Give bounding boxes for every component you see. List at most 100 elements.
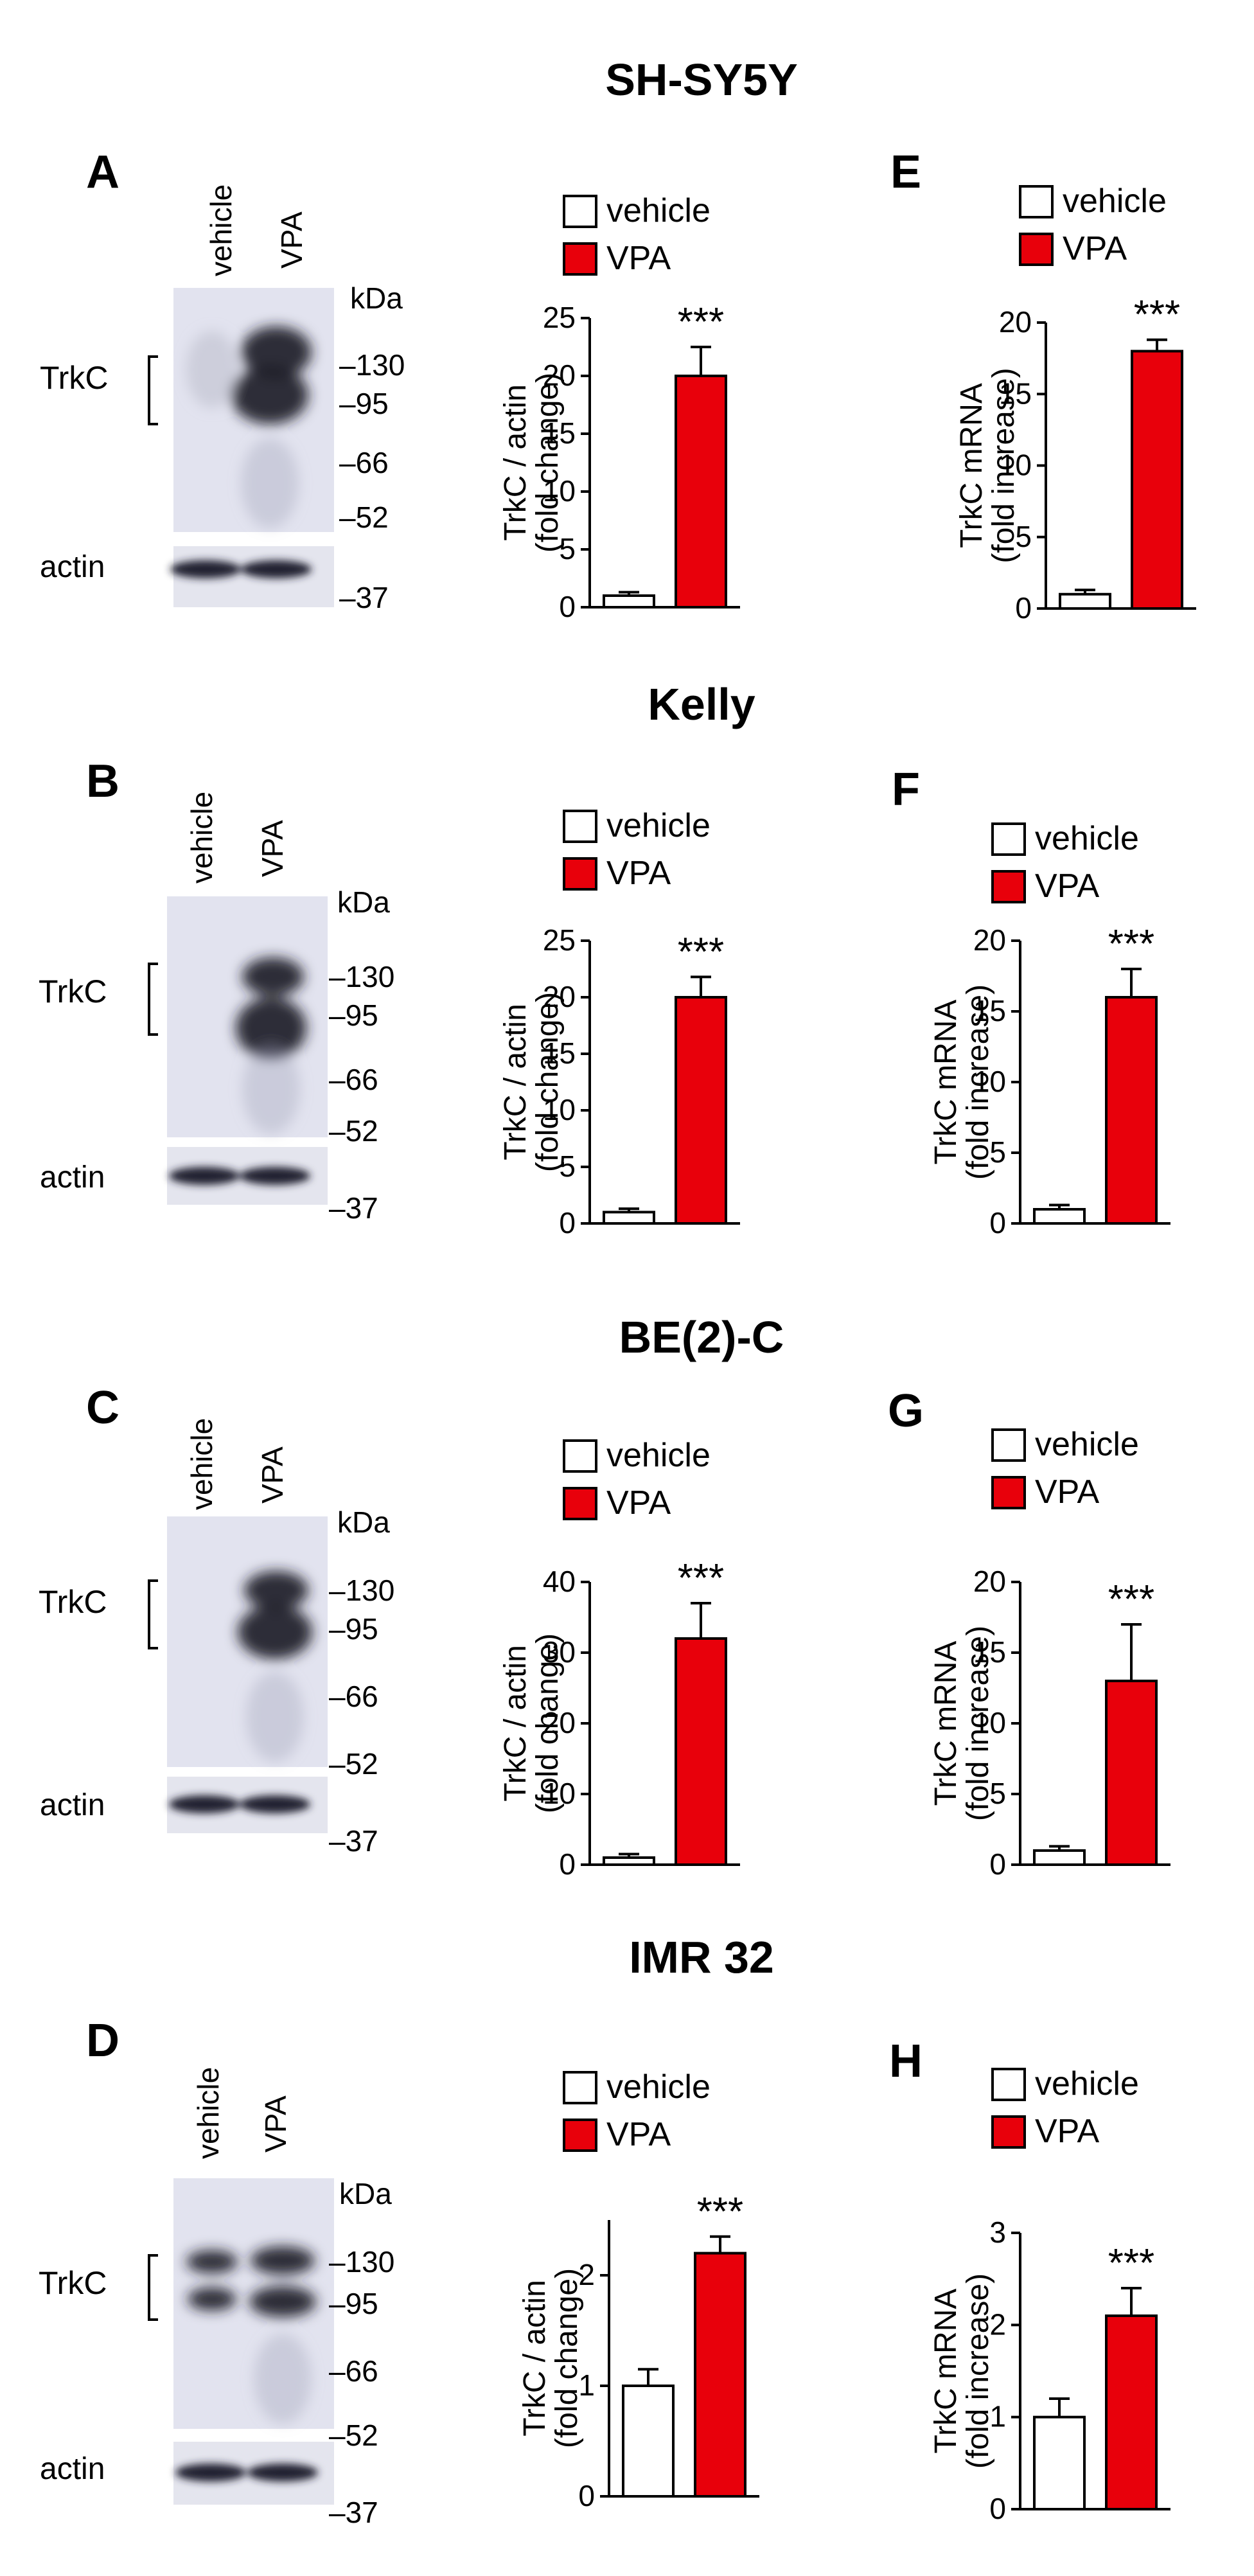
panel-letter: C [86,1382,119,1434]
mw-marker: –52 [339,501,389,534]
legend-label-vpa: VPA [1035,2113,1100,2150]
actin-bands [169,1795,310,1813]
mw-marker: –52 [329,1114,378,1148]
legend-swatch-vehicle [991,2068,1026,2101]
actin-band [247,2464,318,2482]
legend-label-vehicle: vehicle [1035,2065,1139,2102]
legend-swatch-vpa [563,857,597,891]
mw-marker: –130 [329,1574,394,1607]
legend-swatch-vehicle [1019,185,1054,218]
trkc-band [249,2286,316,2317]
y-tick-label: 0 [559,590,576,623]
mw-marker: –66 [329,2354,378,2388]
legend-swatch-vpa [563,2119,597,2152]
significance-label: *** [678,300,724,344]
y-axis-label: TrkC / actin [499,1004,533,1160]
bar-vehicle [1033,2415,1086,2511]
kda-label: kDa [339,2177,392,2210]
legend-swatch-vpa [563,1487,597,1520]
faint-band [186,331,238,408]
legend-swatch-vpa [991,870,1026,903]
actin-label: actin [40,550,105,584]
mw-marker: –66 [329,1063,378,1096]
legend-swatch-vehicle [563,1439,597,1473]
y-axis-label-units: (fold increase) [961,984,995,1180]
y-tick-label: 10 [973,1706,1006,1739]
bar-vpa [1105,996,1158,1225]
y-axis-label-units: (fold increase) [961,2273,995,2469]
legend-label-vehicle: vehicle [606,807,711,844]
blot-bands [186,2246,316,2424]
panel-letter: H [889,2036,923,2087]
lane-label-vpa: VPA [256,820,289,877]
mw-marker: –130 [329,960,394,993]
y-tick-label: 20 [999,305,1032,339]
bar-chart-B: 0 5 10 15 20 25 TrkC / actin(fold change) *** ve… [499,807,740,1239]
y-tick-label: 0 [989,2492,1006,2525]
bar-chart-H: 0 1 2 3 TrkC mRNA(fold increase) *** vehicle VP… [889,2036,1170,2525]
cell-line-title: BE(2)-C [619,1312,784,1362]
bar-vehicle [622,2385,675,2498]
legend-label-vpa: VPA [606,855,671,892]
mw-marker: –95 [329,1612,378,1646]
trkc-bracket [148,2254,158,2321]
y-tick-label: 15 [973,1635,1006,1669]
y-tick-label: 20 [973,1565,1006,1598]
mw-marker: –95 [339,387,389,420]
significance-label: *** [1108,2241,1154,2286]
y-tick-label: 15 [999,377,1032,410]
kda-label: kDa [337,885,390,919]
actin-band [240,1795,310,1813]
trkc-label: TrkC [40,360,108,396]
panel-letter: F [892,764,920,815]
y-tick-label: 3 [989,2216,1006,2249]
mw-marker: –130 [329,2245,394,2278]
y-tick-label: 10 [973,1065,1006,1098]
significance-label: *** [697,2190,743,2234]
y-axis-label: TrkC / actin [499,384,533,541]
y-axis-label-units: (fold increase) [961,1626,995,1821]
mw-marker: –95 [329,999,378,1032]
legend-label-vehicle: vehicle [606,192,711,229]
trkc-band [244,1571,308,1610]
legend-label-vpa: VPA [606,240,671,277]
y-axis-label-units: (fold change) [531,992,565,1172]
bar-vpa [1105,1680,1158,1866]
legend-swatch-vpa [991,2115,1026,2149]
y-axis-label-units: (fold change) [531,1633,565,1813]
trkc-bracket [148,963,158,1036]
significance-label: *** [1108,922,1154,966]
mw-marker: –37 [329,1824,378,1858]
panel-letter: E [890,147,921,198]
mw-marker: –130 [339,348,405,382]
y-tick-label: 0 [989,1847,1006,1881]
y-tick-label: 0 [1015,591,1032,625]
bar-chart-D: 0 1 2 TrkC / actin(fold change) *** vehicle VP… [518,2068,759,2512]
actin-label: actin [40,1160,105,1195]
y-tick-label: 15 [543,416,576,450]
bar-vpa [1105,2314,1158,2510]
y-tick-label: 10 [543,1777,576,1810]
blot-bands [186,326,312,528]
mw-marker: –95 [329,2287,378,2320]
y-axis-label-units: (fold increase) [987,368,1021,563]
y-tick-label: 5 [1015,520,1032,553]
panel-letter: B [86,756,119,807]
mw-marker: –37 [339,581,389,614]
lane-label-vehicle: vehicle [185,1418,218,1510]
lane-label-vehicle: vehicle [185,792,218,884]
legend-label-vpa: VPA [606,1484,671,1522]
y-tick-label: 5 [989,1777,1006,1810]
actin-label: actin [40,1788,105,1822]
trkc-band [251,2246,315,2275]
bar-chart-C: 0 10 20 30 40 TrkC / actin(fold change) *** veh… [499,1437,740,1881]
bar-vehicle [603,1856,655,1866]
lane-label-vehicle: vehicle [191,2067,225,2159]
kda-label: kDa [337,1506,390,1539]
trkc-band [238,1605,312,1659]
bar-chart-A: 0 5 10 15 20 25 TrkC / actin(fold change) *** ve… [499,192,740,623]
trkc-band [241,326,312,378]
y-tick-label: 0 [578,2479,595,2512]
y-tick-label: 20 [543,359,576,392]
